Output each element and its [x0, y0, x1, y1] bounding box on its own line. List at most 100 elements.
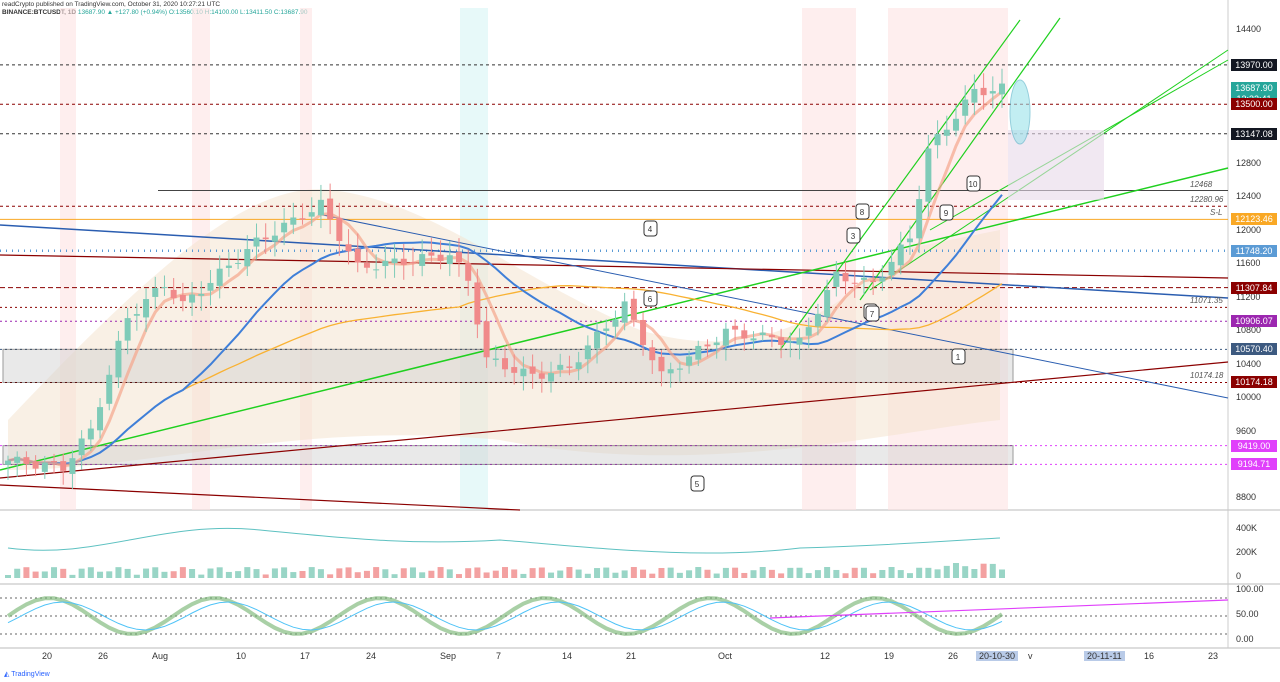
candle-body — [704, 344, 711, 347]
candle-body — [336, 217, 343, 242]
volume-bar — [962, 566, 969, 578]
x-tick-label: 26 — [98, 651, 109, 661]
candle-body — [713, 342, 720, 346]
volume-bar — [483, 572, 490, 578]
callout-label: 3 — [851, 232, 856, 241]
volume-bar — [262, 574, 269, 578]
volume-bar — [23, 567, 30, 578]
candle-body — [23, 457, 30, 465]
volume-bar — [170, 571, 177, 578]
candle-body — [888, 261, 895, 276]
volume-bar — [621, 570, 628, 578]
volume-bar — [879, 569, 886, 578]
x-tick-label: 19 — [884, 651, 895, 661]
volume-bar — [60, 568, 67, 578]
osc-trendline — [769, 599, 1229, 619]
candle-body — [778, 337, 785, 345]
volume-bar — [152, 567, 159, 578]
price-tag: 10174.18 — [1231, 376, 1277, 389]
candle-body — [363, 262, 370, 268]
trendline-4 — [317, 213, 1229, 399]
candle-body — [225, 265, 232, 268]
candle-body — [529, 366, 536, 374]
candle-body — [235, 262, 242, 264]
x-tick-label: 16 — [1144, 651, 1155, 661]
candle-body — [189, 294, 196, 303]
volume-bar — [897, 570, 904, 578]
volume-group — [5, 563, 1005, 578]
callout-10: 10 — [966, 175, 981, 192]
candle-body — [824, 290, 831, 317]
y-tick-label: 9600 — [1236, 425, 1257, 436]
price-tag: 9419.00 — [1231, 439, 1277, 452]
volume-bar — [584, 573, 591, 578]
candle-body — [612, 319, 619, 327]
y-tick-label: 11200 — [1236, 291, 1261, 302]
volume-bar — [833, 569, 840, 578]
volume-bar — [713, 573, 720, 578]
candle-body — [271, 235, 278, 242]
trendline-1 — [0, 254, 1229, 279]
trendline-6 — [779, 19, 1021, 351]
volume-bar — [391, 574, 398, 578]
candle-body — [630, 298, 637, 320]
volume-bar — [934, 569, 941, 578]
volume-bar — [630, 567, 637, 578]
volume-tick-label: 400K — [1236, 523, 1258, 533]
candles-group — [5, 68, 1005, 489]
volume-bar — [400, 568, 407, 578]
footer-label: TradingView — [11, 671, 50, 678]
candle-body — [851, 282, 858, 284]
callout-box — [846, 227, 861, 244]
volume-bar — [189, 568, 196, 578]
candle-body — [722, 328, 729, 346]
callout-box — [643, 290, 658, 307]
volume-ma-line — [7, 527, 1001, 554]
tradingview-logo: ◭ TradingView — [4, 670, 50, 678]
volume-bar — [649, 573, 656, 578]
candle-body — [483, 321, 490, 358]
candle-body — [943, 129, 950, 136]
callout-label: 5 — [695, 480, 700, 489]
callout-box — [966, 175, 981, 192]
y-tick-label: 10800 — [1236, 325, 1262, 336]
volume-bar — [271, 568, 278, 578]
volume-bar — [14, 568, 21, 578]
level-text: 12468 — [1190, 179, 1213, 189]
volume-bar — [906, 573, 913, 578]
candle-body — [161, 287, 168, 289]
volume-bar — [566, 567, 573, 578]
volume-bar — [216, 567, 223, 578]
x-tick-label: Oct — [718, 651, 733, 661]
candle-body — [253, 237, 260, 247]
x-tick-label: Aug — [152, 651, 169, 661]
volume-bar — [502, 567, 508, 578]
volume-bar — [538, 567, 545, 578]
callout-label: 9 — [944, 209, 949, 218]
candle-body — [538, 373, 545, 379]
volume-bar — [308, 567, 315, 578]
candle-body — [124, 318, 131, 341]
candle-body — [916, 199, 923, 239]
candle-body — [373, 269, 380, 271]
price-tag: 9194.71 — [1231, 458, 1277, 471]
volume-bar — [207, 568, 214, 578]
volume-bar — [722, 567, 729, 578]
volume-bar — [548, 572, 555, 578]
volume-bar — [115, 567, 122, 578]
volume-bar — [235, 571, 242, 578]
volume-bar — [253, 569, 260, 578]
volume-bar — [363, 570, 370, 578]
candle-body — [262, 237, 269, 240]
candle-body — [999, 83, 1005, 95]
volume-bar — [281, 567, 288, 578]
candle-body — [474, 282, 481, 325]
candle-body — [548, 373, 555, 382]
volume-bar — [354, 572, 361, 578]
x-tick-label: 12 — [820, 651, 831, 661]
volume-bar — [640, 569, 647, 578]
candle-body — [179, 295, 186, 302]
callout-7: 7 — [865, 305, 880, 322]
candle-body — [768, 335, 775, 338]
